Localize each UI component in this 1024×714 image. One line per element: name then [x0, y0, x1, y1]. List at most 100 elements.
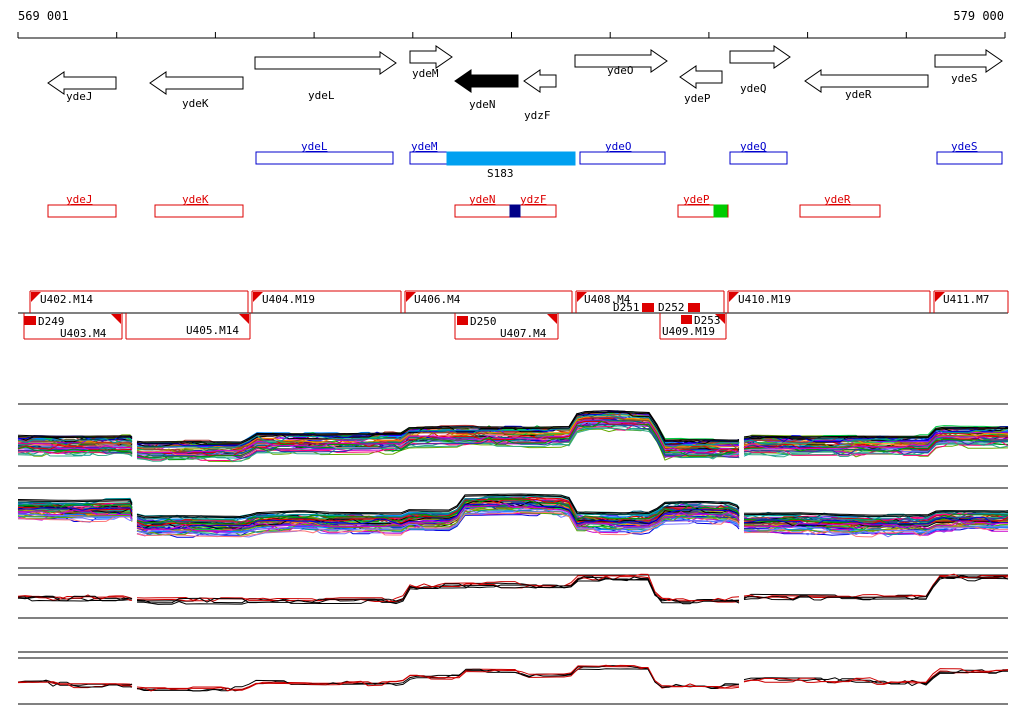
- probe-marker-D253[interactable]: [681, 315, 692, 324]
- tu-label-ydzF[interactable]: ydzF: [520, 193, 547, 206]
- transcript-box-ydeM[interactable]: [409, 151, 448, 165]
- expression-track-2-line: [743, 511, 1009, 517]
- ydeN-insert[interactable]: [509, 204, 521, 218]
- gene-label-ydeN[interactable]: ydeN: [469, 98, 496, 111]
- tu-box-ydeJ[interactable]: [47, 204, 117, 218]
- probe-label-U404.M19[interactable]: U404.M19: [262, 293, 315, 306]
- gene-arrow-ydeS[interactable]: [934, 49, 1003, 73]
- gene-arrow-ydeN[interactable]: [454, 69, 519, 93]
- expression-track-2-line: [17, 513, 133, 521]
- expression-track-2-line: [136, 510, 740, 538]
- probe-label-U405.M14[interactable]: U405.M14: [186, 324, 239, 337]
- expression-track-1-line: [743, 428, 1009, 445]
- probe-marker-D250[interactable]: [457, 316, 468, 325]
- ydeP-insert[interactable]: [713, 204, 728, 218]
- probe-marker-D251[interactable]: [642, 303, 654, 312]
- expression-track-2-line: [17, 509, 133, 519]
- tu-label-ydeP[interactable]: ydeP: [683, 193, 710, 206]
- probe-flag-icon[interactable]: [111, 314, 121, 324]
- probe-flag-icon[interactable]: [239, 314, 249, 324]
- probe-flag-icon[interactable]: [577, 292, 587, 302]
- expression-track-1-line: [17, 438, 133, 444]
- probe-marker-label-D251[interactable]: D251: [613, 301, 640, 314]
- gene-label-ydeL[interactable]: ydeL: [308, 89, 335, 102]
- ruler-end-label: 579 000: [953, 9, 1004, 23]
- gene-label-ydeO[interactable]: ydeO: [607, 64, 634, 77]
- signal-track-3-line: [136, 575, 740, 603]
- probe-flag-icon[interactable]: [406, 292, 416, 302]
- expression-track-1-line: [17, 438, 133, 445]
- transcript-box-ydeO[interactable]: [579, 151, 666, 165]
- probe-label-U411.M7[interactable]: U411.M7: [943, 293, 989, 306]
- probe-label-U406.M4[interactable]: U406.M4: [414, 293, 461, 306]
- tu-label-ydeR[interactable]: ydeR: [824, 193, 851, 206]
- segment-label-S183[interactable]: S183: [487, 167, 514, 180]
- gene-label-ydeK[interactable]: ydeK: [182, 97, 209, 110]
- probe-flag-icon[interactable]: [715, 314, 725, 324]
- gene-arrow-ydeO[interactable]: [574, 49, 668, 73]
- signal-track-4-line: [743, 669, 1008, 687]
- gene-label-ydeP[interactable]: ydeP: [684, 92, 711, 105]
- gene-arrow-ydeR[interactable]: [804, 69, 929, 93]
- segment-box-S183[interactable]: [446, 151, 576, 166]
- probe-label-U410.M19[interactable]: U410.M19: [738, 293, 791, 306]
- expression-track-2-line: [136, 498, 740, 525]
- probe-marker-D252[interactable]: [688, 303, 700, 312]
- gene-arrow-ydeM[interactable]: [409, 45, 453, 69]
- tu-label-ydeN[interactable]: ydeN: [469, 193, 496, 206]
- probe-marker-label-D249[interactable]: D249: [38, 315, 65, 328]
- probe-marker-label-D253[interactable]: D253: [694, 314, 721, 327]
- transcript-label-ydeQ[interactable]: ydeQ: [740, 140, 767, 153]
- gene-label-ydeM[interactable]: ydeM: [412, 67, 439, 80]
- gene-label-ydeQ[interactable]: ydeQ: [740, 82, 767, 95]
- signal-track-3-line: [743, 575, 1009, 601]
- tu-label-ydeK[interactable]: ydeK: [182, 193, 209, 206]
- probe-marker-label-D252[interactable]: D252: [658, 301, 685, 314]
- tu-box-ydeR[interactable]: [799, 204, 881, 218]
- gene-arrow-ydeJ[interactable]: [47, 71, 117, 95]
- expression-track-2-line: [136, 493, 740, 518]
- probe-flag-icon[interactable]: [935, 292, 945, 302]
- tu-label-ydeJ[interactable]: ydeJ: [66, 193, 93, 206]
- probe-flag-icon[interactable]: [253, 292, 263, 302]
- expression-track-2-line: [136, 503, 740, 529]
- tu-box-ydeK[interactable]: [154, 204, 244, 218]
- expression-track-1-line: [743, 443, 1009, 458]
- probe-label-U402.M14[interactable]: U402.M14: [40, 293, 93, 306]
- probe-label-U409.M19[interactable]: U409.M19: [662, 325, 715, 338]
- expression-track-1-line: [136, 419, 740, 454]
- probe-label-U403.M4[interactable]: U403.M4: [60, 327, 107, 340]
- gene-label-ydeS[interactable]: ydeS: [951, 72, 978, 85]
- expression-track-2-line: [136, 494, 740, 519]
- expression-track-2-line: [136, 502, 740, 532]
- transcript-label-ydeS[interactable]: ydeS: [951, 140, 978, 153]
- transcript-box-ydeS[interactable]: [936, 151, 1003, 165]
- gene-arrow-ydzF[interactable]: [523, 69, 557, 93]
- transcript-label-ydeO[interactable]: ydeO: [605, 140, 632, 153]
- gene-label-ydeR[interactable]: ydeR: [845, 88, 872, 101]
- transcript-label-ydeL[interactable]: ydeL: [301, 140, 328, 153]
- probe-flag-icon[interactable]: [31, 292, 41, 302]
- gene-arrow-ydeQ[interactable]: [729, 45, 791, 69]
- expression-track-1-line: [136, 410, 740, 443]
- transcript-label-ydeM[interactable]: ydeM: [411, 140, 438, 153]
- probe-flag-icon[interactable]: [729, 292, 739, 302]
- expression-track-2-line: [17, 503, 133, 510]
- gene-arrow-ydeP[interactable]: [679, 65, 723, 89]
- gene-arrow-ydeK[interactable]: [149, 71, 244, 95]
- tu-box-ydeN[interactable]: [454, 204, 518, 218]
- gene-arrow-ydeL[interactable]: [254, 51, 397, 75]
- probe-label-U407.M4[interactable]: U407.M4: [500, 327, 547, 340]
- gene-label-ydzF[interactable]: ydzF: [524, 109, 551, 122]
- probe-flag-icon[interactable]: [547, 314, 557, 324]
- gene-label-ydeJ[interactable]: ydeJ: [66, 90, 93, 103]
- transcript-box-ydeL[interactable]: [255, 151, 394, 165]
- signal-track-4-line: [17, 681, 133, 688]
- probe-label-U408.M4[interactable]: U408.M4: [584, 293, 631, 306]
- probe-marker-D249[interactable]: [24, 316, 36, 325]
- probe-marker-label-D250[interactable]: D250: [470, 315, 497, 328]
- transcript-box-ydeQ[interactable]: [729, 151, 788, 165]
- expression-track-1-line: [17, 442, 133, 450]
- signal-track-3-line: [743, 573, 1009, 599]
- tu-box-ydzF[interactable]: [519, 204, 557, 218]
